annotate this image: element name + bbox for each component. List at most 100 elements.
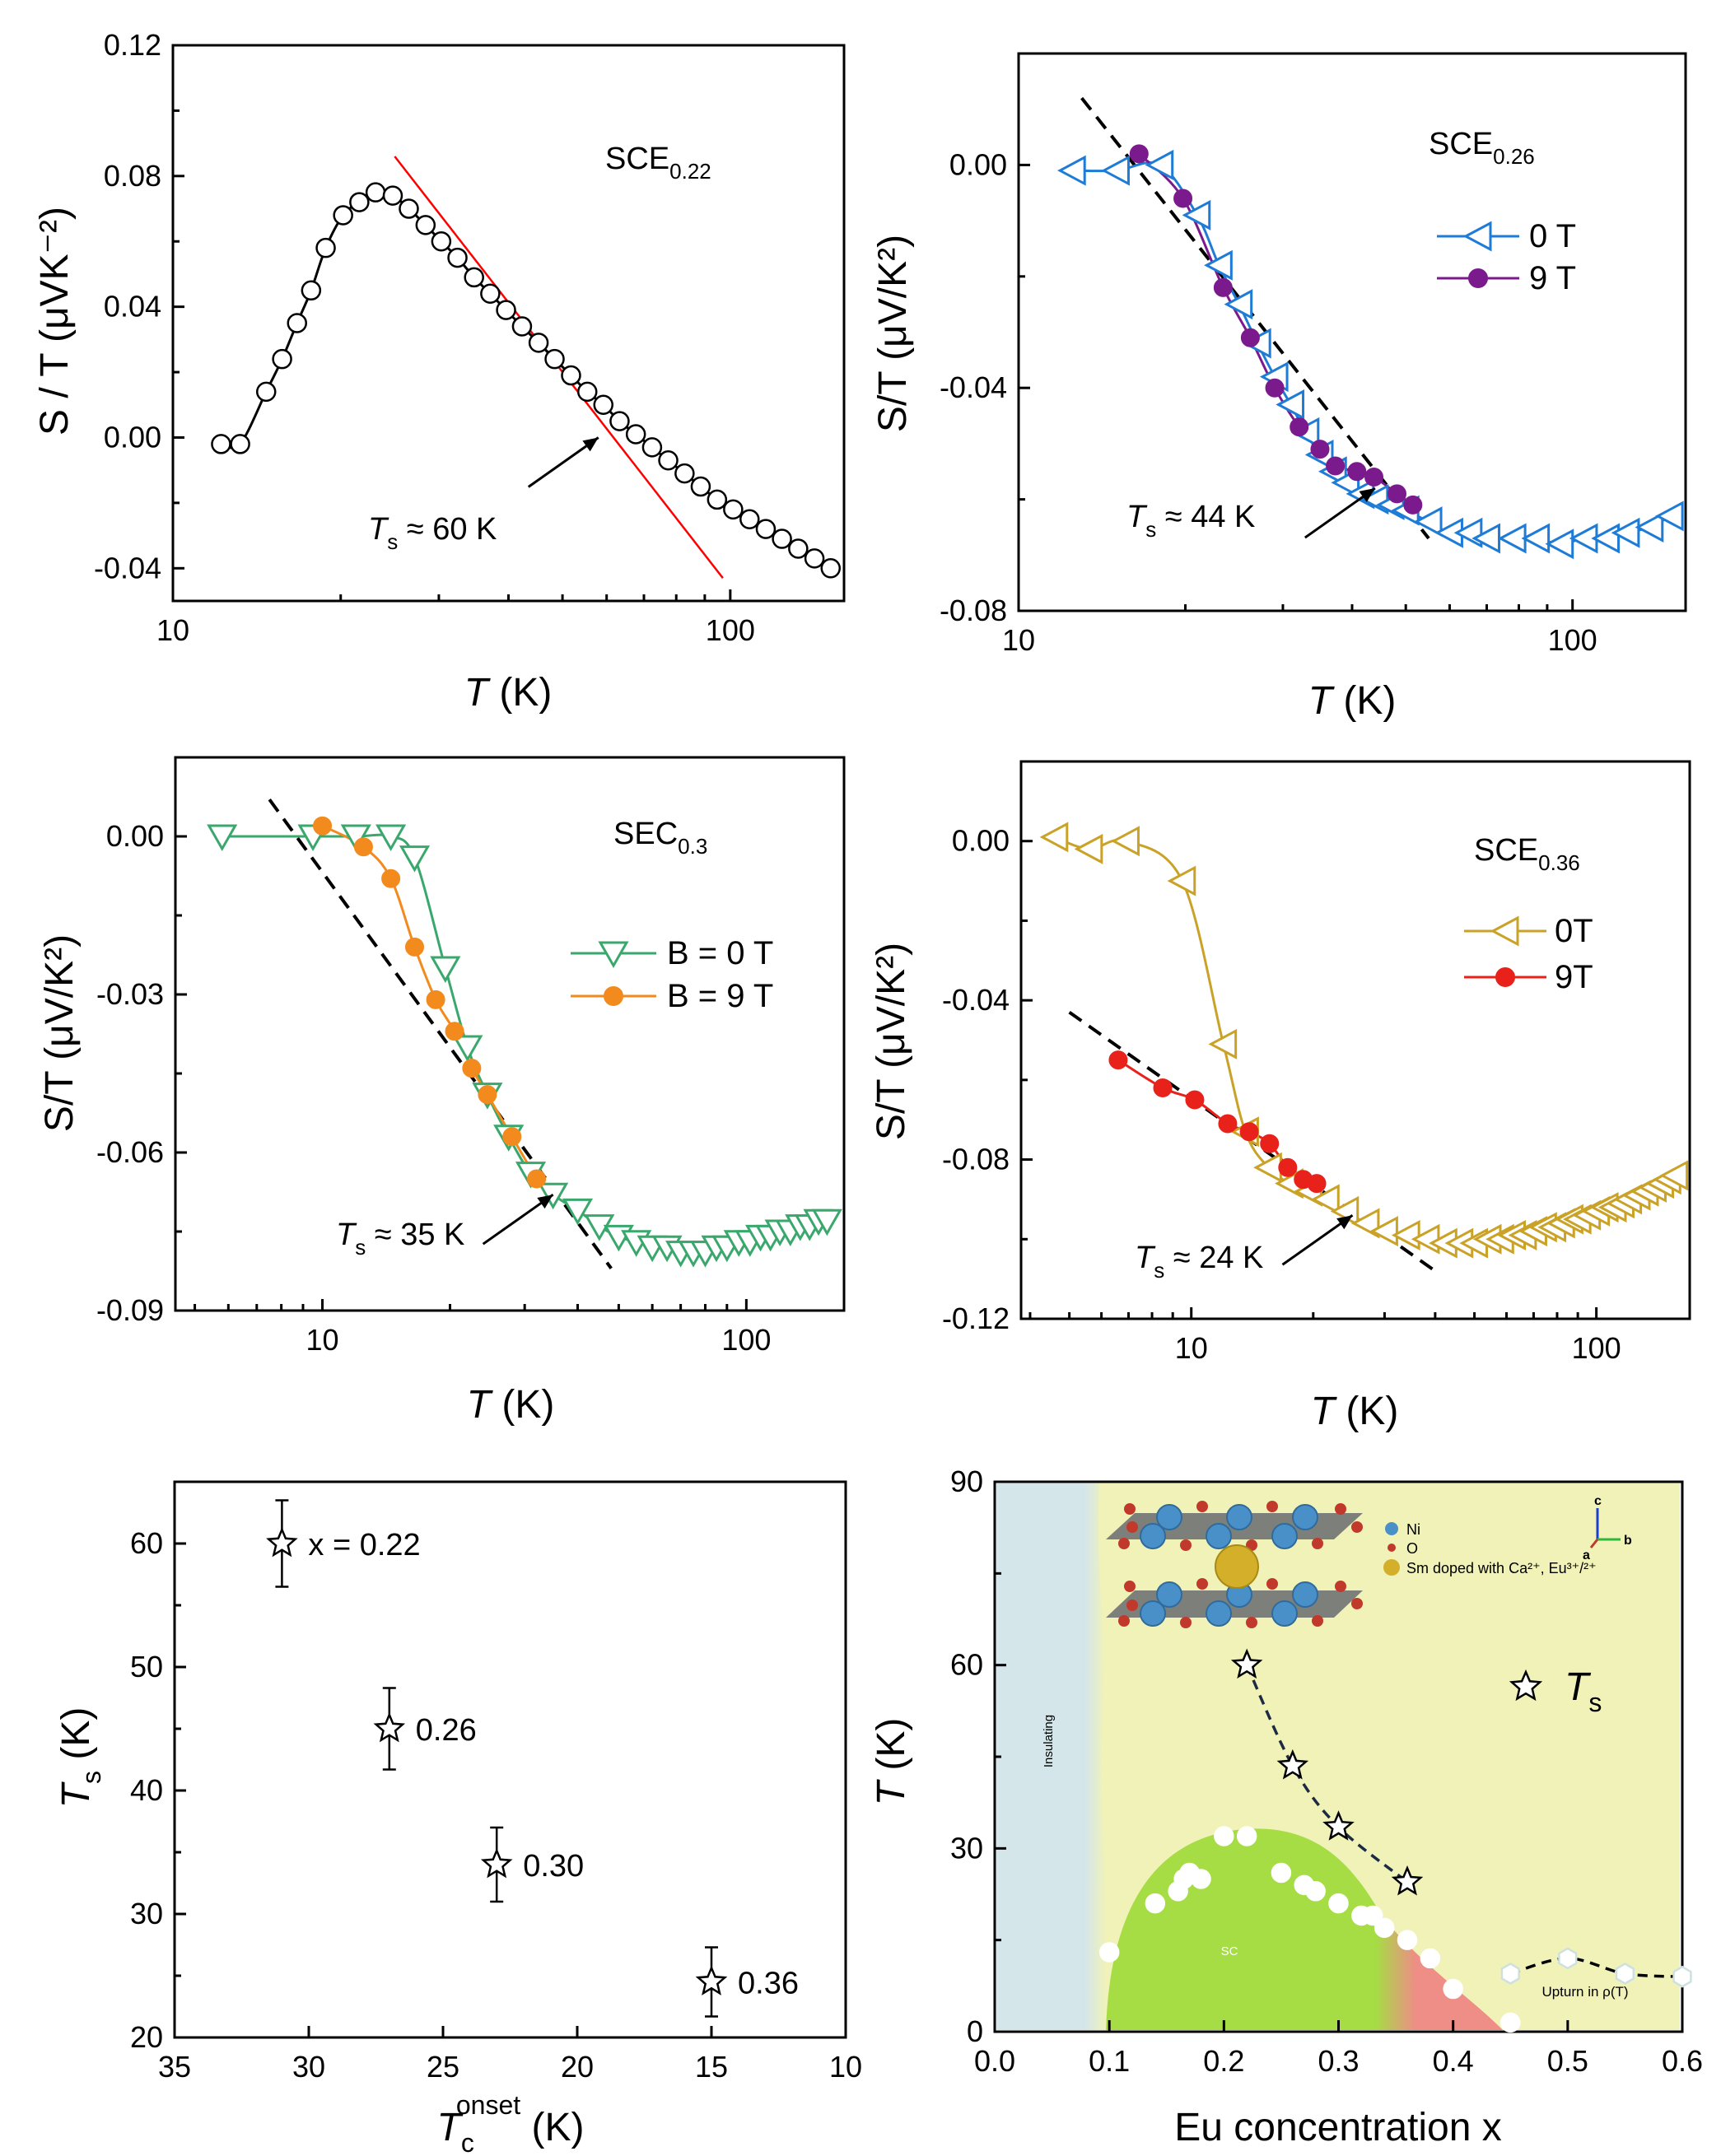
region-insulating (996, 1483, 1108, 2030)
panel-c: 10 100 -0.09 -0.06 -0.03 0.00 SEC0.3 B = 0 T … (38, 756, 846, 1427)
panel-b-series-1-point (1173, 189, 1193, 208)
panel-f-ts-legend: Ts (1509, 1665, 1602, 1717)
panel-f-series-0-point (1098, 1942, 1120, 1963)
panel-e-x-tick-label: 10 (829, 2050, 862, 2084)
panel-f-x-tick-label: 0.5 (1547, 2044, 1588, 2078)
panel-a-y-tick-label: -0.04 (94, 551, 161, 584)
panel-d-series-1-point (1260, 1134, 1280, 1153)
panel-b-frame (1017, 52, 1687, 612)
panel-c-sample-label: SEC0.3 (613, 817, 707, 859)
panel-c-series-0-point (375, 824, 407, 852)
panel-b-series-1-point (1290, 417, 1309, 437)
panel-d-series-1-point (1239, 1122, 1259, 1142)
panel-f-x-tick-label: 0.1 (1089, 2044, 1130, 2078)
panel-b-series-1-point (1387, 484, 1406, 504)
legend-sm-marker (1383, 1559, 1400, 1576)
panel-a-series-0-point (301, 280, 322, 301)
panel-e-x-tick-label: 30 (292, 2050, 325, 2084)
panel-a-series-0-point (820, 558, 842, 579)
panel-d-series-0-point (1111, 826, 1140, 857)
panel-b-series-1-point (1403, 495, 1423, 515)
panel-b-series-1-point (1129, 144, 1149, 164)
panel-b-x-axis-title: T (K) (1308, 679, 1397, 723)
panel-e-y-tick-label: 40 (130, 1773, 163, 1807)
panel-d-series-1-point (1307, 1174, 1327, 1194)
panel-a-series-0-point (788, 538, 809, 559)
panel-e-y-tick-label: 50 (130, 1650, 163, 1683)
panel-d-series-0-line (1054, 836, 1676, 1245)
axis-c-label: c (1594, 1494, 1602, 1508)
panel-e-y-axis-title: Ts (K) (54, 1707, 106, 1809)
panel-b-series-0-point (1545, 529, 1574, 560)
panel-f-x-tick-label: 0.2 (1203, 2044, 1244, 2078)
panel-b-series-0-point (1276, 389, 1305, 421)
panel-f-x-tick-label: 0.3 (1318, 2044, 1359, 2078)
panel-d-annotation-arrowhead (1336, 1215, 1353, 1230)
panel-a-series-0-point (544, 348, 565, 370)
ts-legend-star-icon (1509, 1669, 1543, 1702)
panel-a-series-0-point (315, 237, 336, 258)
panel-c-series-0-point (399, 845, 431, 873)
panel-f-x-tick-label: 0.0 (974, 2044, 1015, 2078)
panel-e-series-0-point (480, 1847, 513, 1879)
panel-c-series-0-point (562, 1198, 594, 1226)
panel-f-series-1-line (1245, 1664, 1409, 1884)
panel-d-marks: 10 100 -0.12 -0.08 -0.04 0.00 (942, 822, 1689, 1365)
panel-b-series-0-point (1145, 149, 1174, 180)
legend-o: O (1406, 1540, 1418, 1557)
panel-f-y-tick-label: 0 (967, 2014, 983, 2048)
panel-a-series-0-point (349, 192, 370, 212)
legend-sm: Sm doped with Ca²⁺, Eu³⁺/²⁺ (1406, 1560, 1597, 1576)
panel-c-y-tick-label: -0.06 (96, 1135, 164, 1169)
panel-e-y-tick-label: 60 (130, 1526, 163, 1560)
panel-c-ts-annotation: Ts ≈ 35 K (336, 1218, 464, 1260)
panel-d-x-axis-title: T (K) (1311, 1390, 1399, 1433)
panel-a-series-0-point (641, 437, 663, 458)
panel-e-x-tick-label: 25 (427, 2050, 459, 2084)
panel-b-ts-annotation: Ts ≈ 44 K (1126, 500, 1255, 542)
panel-a-series-0-point (382, 185, 403, 206)
panel-b-marks: 10 100 -0.08 -0.04 0.00 (940, 96, 1684, 657)
panel-d-ts-annotation: Ts ≈ 24 K (1135, 1241, 1263, 1283)
panel-b-series-1-point (1347, 462, 1367, 482)
legend-marker-9T-d (1495, 967, 1515, 987)
panel-c-y-tick-label: -0.03 (96, 977, 164, 1011)
panel-a-series-0-point (447, 247, 468, 268)
panel-e-point-label: x = 0.22 (308, 1528, 420, 1562)
panel-b-series-0-point (1413, 506, 1443, 538)
panel-b: 10 100 -0.08 -0.04 0.00 SCE0.26 0 T 9 T Ts ≈… (871, 52, 1687, 723)
panel-a-annotation-arrowhead (582, 437, 599, 452)
panel-e-y-tick-label: 20 (130, 2020, 163, 2054)
panel-f-series-0-point (1363, 1905, 1383, 1926)
panel-f-y-tick-label: 60 (950, 1648, 983, 1682)
panel-f-series-0-point (1271, 1862, 1292, 1884)
panel-e-point-label: 0.36 (738, 1967, 799, 2001)
panel-a-series-0-point (511, 316, 533, 337)
panel-a-series-0-point (561, 365, 581, 386)
panel-f-series-0-point (1214, 1826, 1234, 1846)
panel-c-legend-1: B = 9 T (667, 978, 773, 1014)
panel-e-series-0-point (695, 1965, 728, 1995)
panel-e-point-label: 0.30 (523, 1849, 584, 1884)
panel-c-x-tick-label: 100 (721, 1323, 771, 1357)
region-label-upturn: Upturn in ρ(T) (1541, 1984, 1628, 2000)
panel-b-legend-1: 9 T (1529, 260, 1576, 296)
panel-f-series-2-point (1672, 1965, 1692, 1988)
panel-d-series-1-point (1278, 1157, 1298, 1177)
legend-o-marker (1388, 1544, 1396, 1552)
panel-d-series-0-point (1208, 1028, 1238, 1059)
panel-a-series-0-point (576, 381, 598, 403)
panel-d-series-1-point (1108, 1050, 1128, 1070)
panel-f-series-0-point (1145, 1893, 1166, 1914)
panel-d-legend-0: 0T (1555, 913, 1593, 949)
panel-c-series-1-point (405, 937, 425, 957)
panel-c-series-0-point (430, 956, 461, 984)
panel-d-y-tick-label: 0.00 (952, 824, 1010, 858)
panel-a-series-0-point (609, 411, 630, 431)
panel-c-series-1-line (321, 824, 538, 1180)
panel-a-series-0-point (480, 283, 501, 305)
panel-c-legend: B = 0 T B = 9 T (571, 935, 773, 1014)
panel-d-series-1-point (1153, 1078, 1173, 1098)
panel-d-series-0-point (1167, 865, 1196, 896)
panel-f-series-0-point (1443, 1978, 1463, 2000)
